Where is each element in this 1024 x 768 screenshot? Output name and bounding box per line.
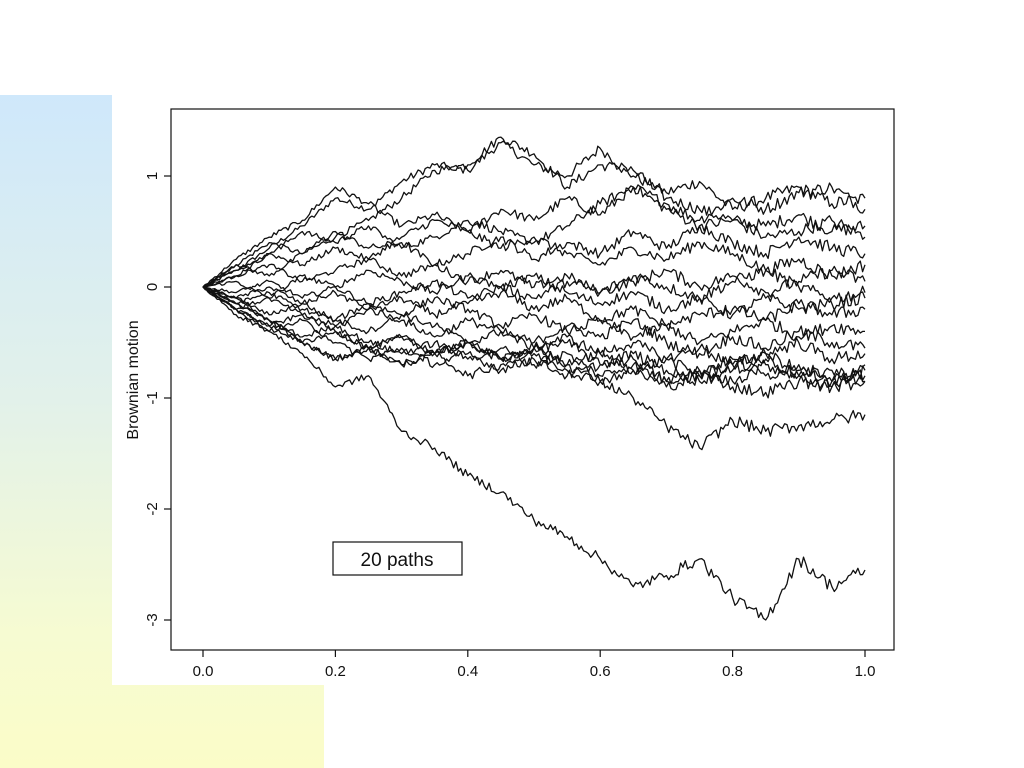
- x-tick-label: 0.4: [457, 663, 478, 680]
- y-tick-label: 1: [144, 172, 161, 180]
- legend-frame: [332, 541, 463, 576]
- path-series-2: [202, 136, 866, 288]
- y-axis: -3 -2 -1 0 1: [144, 172, 171, 627]
- legend-box: 20 paths: [332, 541, 463, 576]
- path-series-17: [202, 285, 866, 391]
- y-tick-label: 0: [144, 283, 161, 291]
- path-series-3: [202, 182, 866, 288]
- path-series-4: [202, 185, 866, 288]
- paths-layer: [202, 136, 866, 621]
- path-series-16: [202, 286, 866, 386]
- x-tick-label: 1.0: [855, 663, 876, 680]
- path-series-6: [202, 218, 866, 288]
- path-series-20: [202, 286, 866, 621]
- path-series-11: [202, 286, 865, 346]
- x-tick-label: 0.6: [590, 663, 611, 680]
- path-series-1: [202, 140, 866, 288]
- legend-label: 20 paths: [361, 550, 434, 571]
- path-series-8: [202, 266, 866, 303]
- x-tick-label: 0.0: [193, 663, 214, 680]
- path-series-7: [202, 257, 866, 298]
- y-tick-label: -3: [144, 613, 161, 626]
- plot-frame: [170, 108, 895, 651]
- chart-panel: [112, 95, 912, 685]
- path-series-5: [202, 225, 866, 288]
- y-axis-title: Brownian motion: [125, 320, 142, 439]
- path-series-10: [202, 286, 866, 332]
- x-tick-label: 0.2: [325, 663, 346, 680]
- y-tick-label: -2: [144, 502, 161, 515]
- path-series-19: [202, 286, 866, 451]
- path-series-9: [202, 272, 866, 320]
- x-axis: 0.0 0.2 0.4 0.6 0.8 1.0: [193, 650, 876, 680]
- x-tick-label: 0.8: [722, 663, 743, 680]
- path-series-14: [202, 286, 866, 383]
- y-tick-label: -1: [144, 391, 161, 404]
- path-series-15: [202, 286, 866, 388]
